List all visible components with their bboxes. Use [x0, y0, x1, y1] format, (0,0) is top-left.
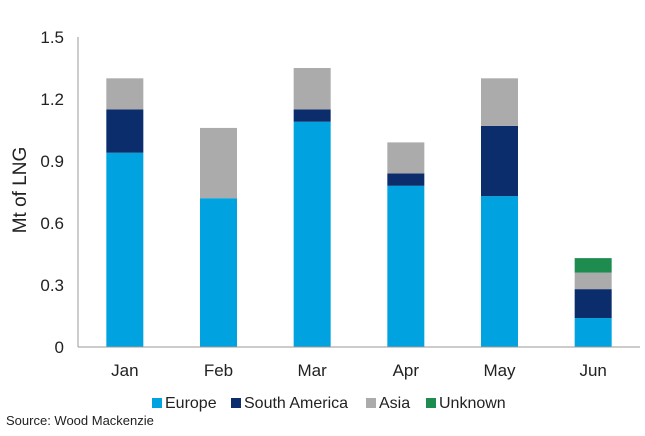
bar-segment-asia-feb — [200, 127, 237, 199]
bar-segment-asia-jun — [574, 272, 612, 290]
y-tick-label: 0.3 — [40, 276, 64, 295]
y-tick-label: 0 — [55, 338, 64, 357]
bar-segment-europe-jun — [574, 318, 612, 347]
x-tick-label: May — [483, 361, 516, 380]
x-tick-label: Jan — [111, 361, 138, 380]
x-tick-label: Feb — [204, 361, 233, 380]
bar-segment-europe-may — [481, 196, 518, 347]
legend: Europe South America Asia Unknown — [152, 395, 506, 412]
legend-label: Unknown — [439, 395, 506, 412]
y-axis-ticks: 0 0.3 0.6 0.9 1.2 1.5 — [40, 28, 64, 357]
y-tick-label: 1.2 — [40, 90, 64, 109]
x-tick-label: Mar — [298, 361, 328, 380]
bar-segment-south-america-jan — [106, 109, 144, 153]
legend-swatch — [426, 398, 436, 408]
y-tick-label: 0.9 — [40, 152, 64, 171]
bars-group — [106, 68, 612, 347]
bar-segment-south-america-apr — [387, 173, 425, 186]
bar-segment-europe-jan — [106, 152, 144, 347]
x-axis-ticks: Jan Feb Mar Apr May Jun — [111, 361, 607, 380]
bar-segment-asia-jan — [106, 78, 144, 110]
legend-swatch — [152, 398, 162, 408]
x-tick-label: Apr — [393, 361, 420, 380]
bar-segment-europe-mar — [293, 121, 331, 347]
legend-label: Asia — [379, 395, 410, 412]
y-tick-label: 1.5 — [40, 28, 64, 47]
source-note: Source: Wood Mackenzie — [6, 413, 154, 428]
legend-swatch — [231, 398, 241, 408]
y-axis-label: Mt of LNG — [10, 147, 31, 234]
legend-swatch — [366, 398, 376, 408]
bar-segment-asia-may — [481, 78, 518, 126]
bar-segment-unknown-jun — [574, 258, 612, 273]
legend-label: Europe — [165, 395, 217, 412]
legend-label: South America — [244, 395, 348, 412]
bar-segment-asia-apr — [387, 142, 425, 174]
y-tick-label: 0.6 — [40, 214, 64, 233]
x-tick-label: Jun — [579, 361, 606, 380]
bar-segment-europe-apr — [387, 185, 425, 347]
bar-segment-south-america-jun — [574, 289, 612, 319]
bar-segment-asia-mar — [293, 68, 331, 110]
bar-segment-south-america-mar — [293, 109, 331, 122]
bar-segment-south-america-may — [481, 125, 518, 197]
bar-segment-europe-feb — [200, 198, 237, 347]
